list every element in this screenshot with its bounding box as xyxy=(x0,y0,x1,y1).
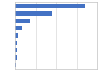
Bar xyxy=(15,63,16,67)
Bar xyxy=(15,41,18,45)
Bar xyxy=(15,34,18,37)
Bar xyxy=(15,55,17,59)
Bar xyxy=(15,26,22,30)
Bar xyxy=(15,4,85,8)
Bar xyxy=(15,48,17,52)
Bar xyxy=(15,19,30,23)
Bar xyxy=(15,12,52,16)
